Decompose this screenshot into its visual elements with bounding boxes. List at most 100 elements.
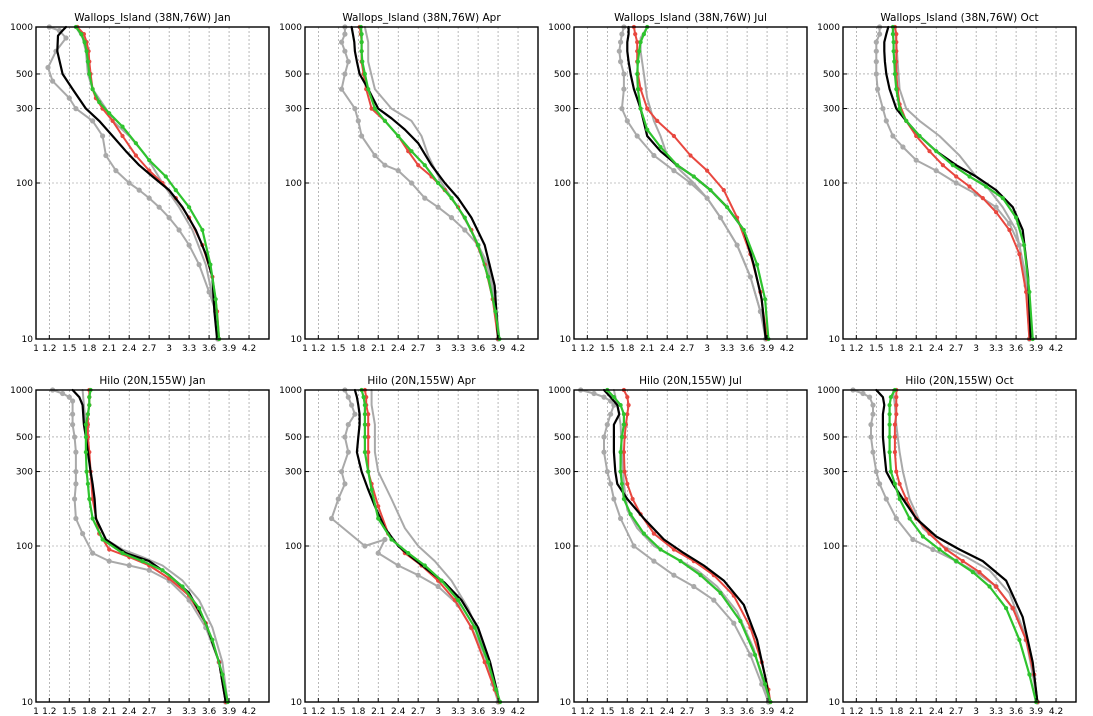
x-tick-label: 3.3	[989, 344, 1003, 354]
x-tick-label: 1.8	[82, 707, 97, 716]
series-1-point	[651, 152, 657, 159]
series-1-point	[196, 262, 202, 268]
x-tick-label: 1	[840, 707, 846, 716]
series-5-point	[641, 531, 647, 536]
x-tick-label: 1.2	[311, 344, 325, 354]
series-5-point	[970, 570, 975, 575]
series-3-point	[1010, 606, 1015, 611]
x-tick-label: 3	[435, 707, 441, 716]
x-tick-label: 1.5	[600, 344, 614, 354]
series-1-point	[395, 562, 401, 569]
x-tick-label: 1.8	[620, 344, 635, 354]
series-1-point	[435, 583, 441, 590]
series-line-4	[602, 388, 771, 704]
series-3-point	[1017, 252, 1022, 257]
series-5-point	[120, 551, 125, 556]
y-tick-label: 1000	[279, 386, 302, 396]
series-3-point	[630, 496, 635, 502]
x-tick-label: 2.1	[102, 344, 116, 354]
y-tick-label: 300	[554, 105, 571, 115]
x-tick-label: 1.5	[62, 344, 76, 354]
series-1-point	[72, 496, 78, 502]
series-5-point	[887, 434, 892, 440]
series-5-point	[359, 49, 364, 54]
series-1-point	[382, 162, 388, 168]
series-5-point	[897, 496, 902, 502]
series-5-point	[97, 100, 102, 105]
series-1-point	[345, 449, 351, 455]
x-tick-label: 4.2	[511, 707, 525, 716]
series-5-point	[197, 606, 202, 611]
series-1-point	[342, 481, 348, 487]
series-5-point	[892, 71, 898, 77]
series-1-point	[873, 39, 879, 45]
series-1-point	[671, 168, 677, 174]
series-1-point	[176, 227, 182, 233]
series-1-point	[619, 31, 625, 37]
series-5-point	[954, 559, 959, 564]
x-tick-label: 1.2	[311, 707, 325, 716]
series-5-point	[409, 149, 414, 154]
series-5-point	[920, 534, 926, 539]
series-1-point	[448, 215, 455, 221]
series-5-point	[907, 516, 912, 521]
x-tick-label: 2.1	[909, 344, 923, 354]
y-tick-label: 1000	[817, 23, 840, 33]
x-tick-label: 3.6	[1009, 344, 1024, 354]
series-5-point	[360, 59, 365, 64]
series-5-point	[87, 71, 92, 77]
x-tick-label: 1	[840, 344, 846, 354]
series-1-point	[651, 558, 657, 564]
y-tick-label: 100	[823, 542, 840, 552]
series-5-point	[904, 118, 909, 123]
series-5-point	[406, 551, 411, 556]
x-tick-label: 1.2	[580, 344, 594, 354]
x-tick-label: 1.5	[869, 344, 883, 354]
series-5-point	[82, 40, 87, 45]
series-5-point	[897, 106, 902, 111]
series-5-point	[718, 590, 723, 596]
series-5-point	[621, 422, 627, 427]
x-tick-label: 1.2	[42, 344, 56, 354]
series-5-point	[628, 512, 633, 517]
y-tick-label: 10	[560, 698, 572, 708]
series-line-4	[353, 388, 501, 704]
x-tick-label: 4.2	[1049, 707, 1063, 716]
series-5-point	[891, 40, 896, 45]
panel-5: 1 1.2 1.5 1.8 2.1 2.4 2.7 3 3.3 3.6 3.9 4.2 10 100 300…	[10, 375, 270, 716]
series-1-point	[66, 394, 72, 400]
panel-title: Hilo (20N,155W) Oct	[905, 375, 1013, 387]
series-1-point	[624, 118, 630, 124]
series-5-point	[382, 118, 387, 123]
series-1-point	[126, 562, 132, 569]
series-5-point	[1017, 637, 1022, 643]
x-tick-label: 2.4	[660, 344, 675, 354]
series-3-point	[705, 168, 710, 173]
y-tick-label: 500	[554, 70, 571, 80]
series-1-point	[126, 180, 132, 186]
y-tick-label: 1000	[548, 23, 571, 33]
series-5-point	[635, 71, 640, 77]
series-5-point	[362, 450, 367, 455]
series-3-point	[894, 403, 899, 408]
x-tick-label: 3.9	[491, 707, 506, 716]
series-1-point	[870, 411, 876, 417]
x-tick-label: 3.3	[989, 707, 1003, 716]
series-5-point	[87, 403, 92, 408]
x-tick-label: 2.7	[949, 344, 963, 354]
series-3-point	[469, 625, 474, 630]
series-3-point	[1024, 289, 1029, 295]
x-tick-label: 2.7	[142, 344, 156, 354]
series-3-point	[625, 412, 630, 417]
panel-title: Wallops_Island (38N,76W) Oct	[880, 12, 1038, 24]
x-tick-label: 1.5	[869, 707, 883, 716]
series-3-point	[940, 163, 946, 168]
series-5-point	[618, 450, 623, 455]
series-1-point	[608, 411, 614, 417]
series-1-point	[103, 152, 109, 159]
y-tick-label: 100	[285, 542, 302, 552]
x-tick-label: 2.4	[660, 707, 675, 716]
series-3-point	[892, 450, 898, 455]
x-tick-label: 1.2	[849, 344, 863, 354]
series-5-point	[892, 59, 897, 64]
